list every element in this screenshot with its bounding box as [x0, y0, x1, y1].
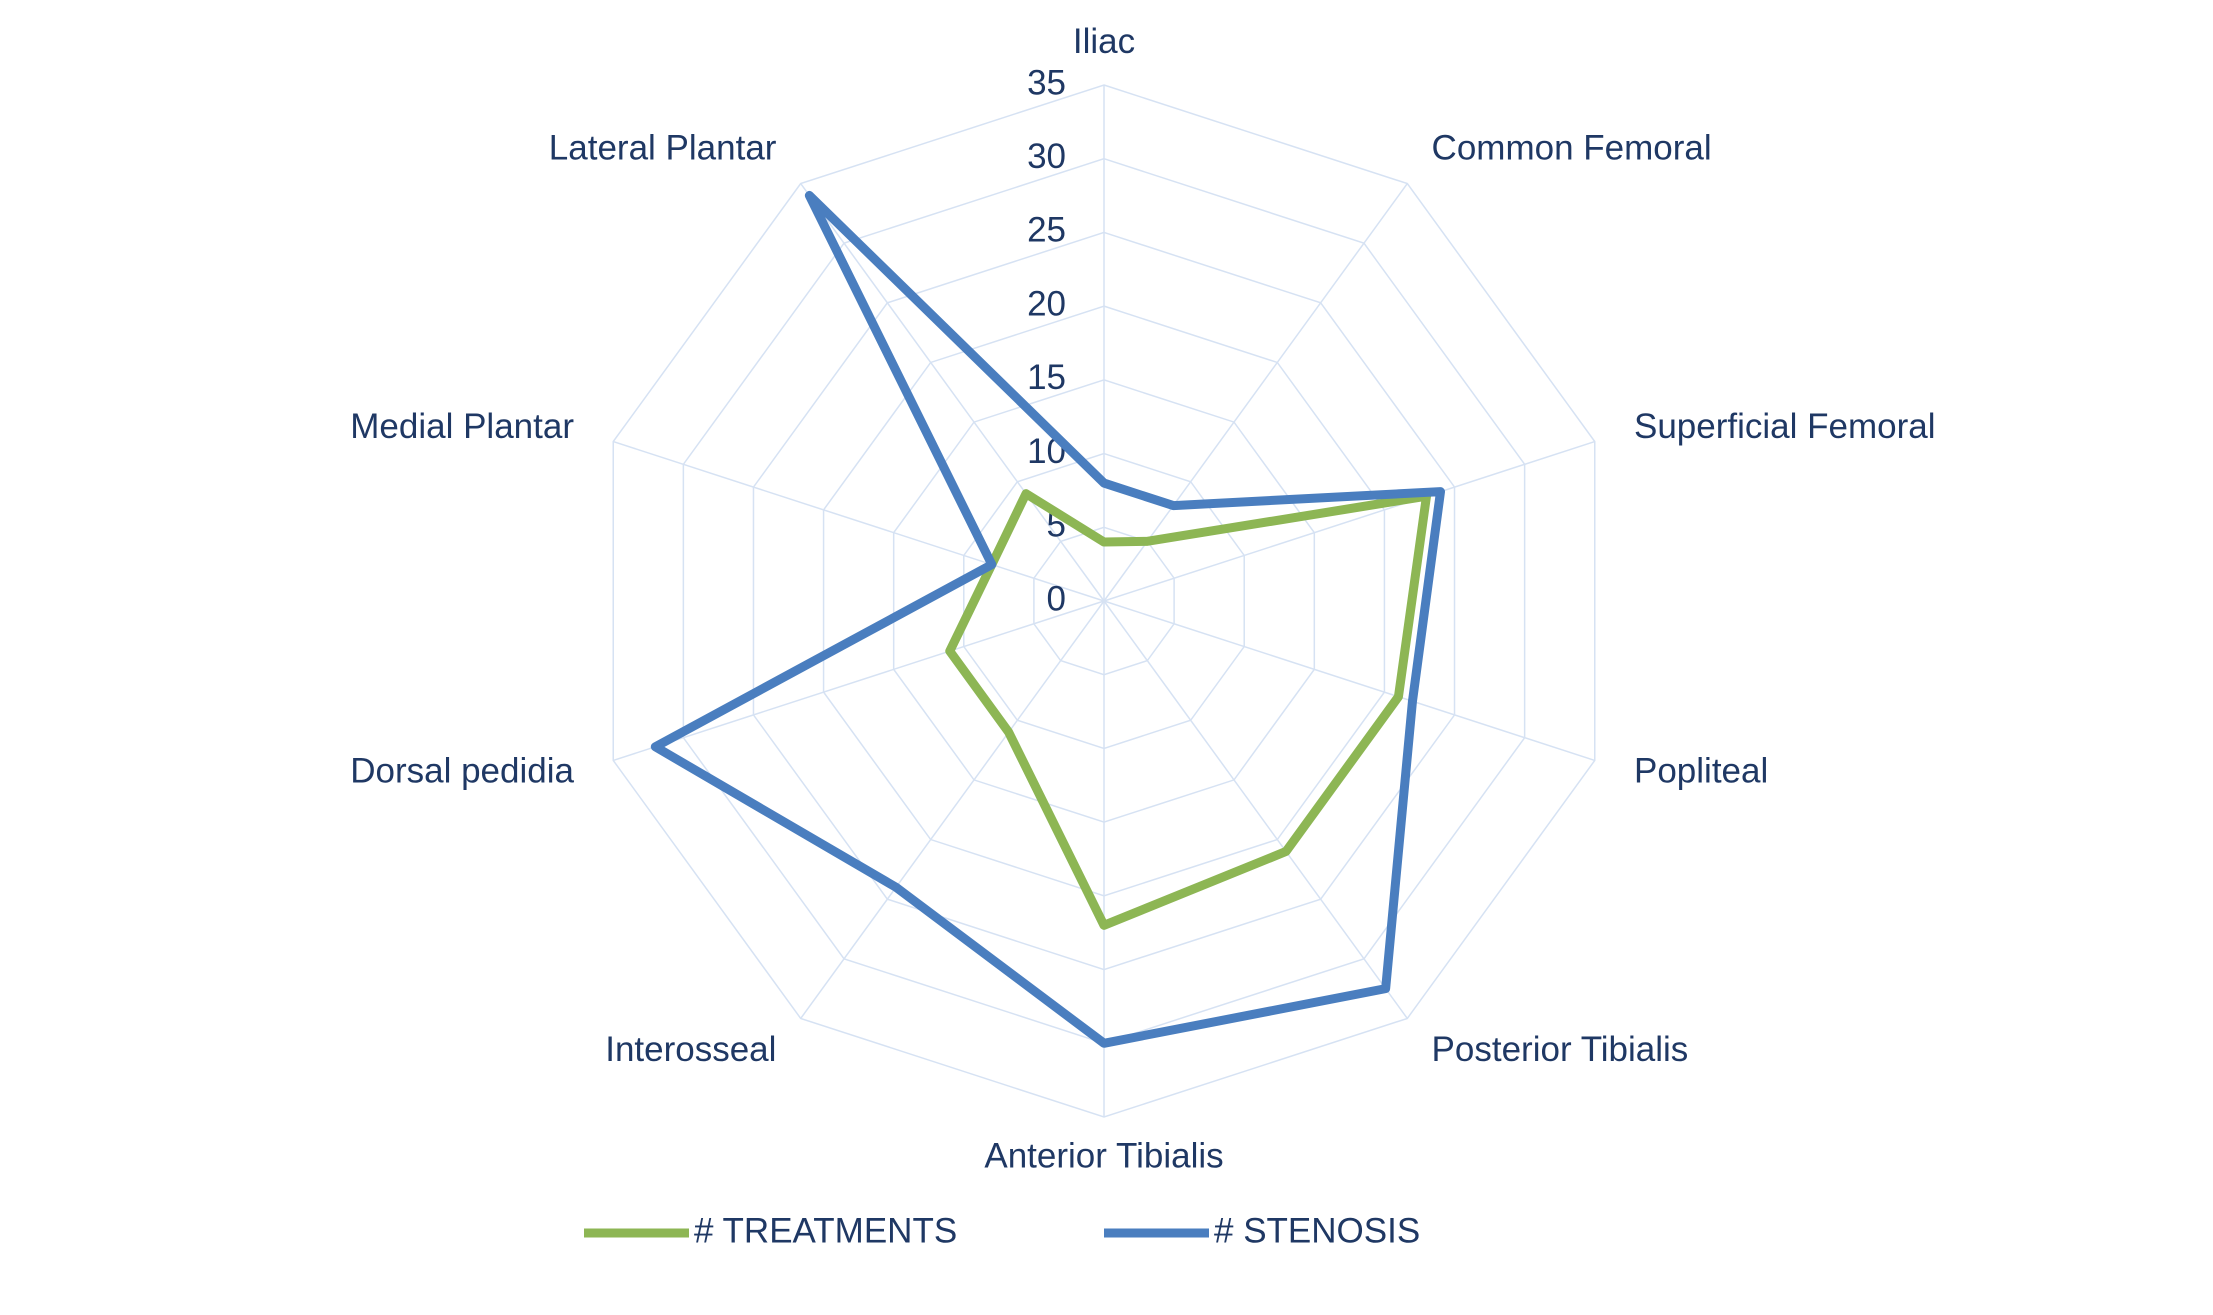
series-line [945, 489, 1431, 930]
series-line [650, 190, 1446, 1048]
spoke [613, 600, 1105, 762]
category-label: Dorsal pedidia [350, 751, 574, 790]
spoke [1103, 440, 1595, 602]
category-label: Anterior Tibialis [984, 1137, 1223, 1176]
grid-line [822, 305, 1386, 897]
category-label: Common Femoral [1432, 128, 1712, 167]
y-tick-label: 15 [1027, 358, 1066, 397]
grid-line [612, 84, 1596, 1118]
legend-label: # STENOSIS [1214, 1211, 1420, 1250]
grid-line [1033, 526, 1175, 676]
spoke [1103, 183, 1408, 602]
y-tick-label: 0 [1047, 579, 1066, 618]
category-label: Medial Plantar [350, 407, 574, 446]
grid-line [752, 231, 1456, 971]
legend-label: # TREATMENTS [694, 1211, 957, 1250]
spoke [1103, 600, 1408, 1019]
category-label: Iliac [1073, 22, 1135, 61]
y-tick-label: 25 [1027, 211, 1066, 250]
spoke [800, 600, 1105, 1019]
spoke [613, 440, 1105, 602]
category-label: Posterior Tibialis [1432, 1030, 1689, 1069]
y-tick-label: 20 [1027, 284, 1066, 323]
spoke [800, 183, 1105, 602]
y-tick-label: 35 [1027, 63, 1066, 102]
category-label: Interosseal [605, 1030, 776, 1069]
spoke [1103, 600, 1595, 762]
category-label: Lateral Plantar [549, 128, 777, 167]
y-tick-label: 30 [1027, 137, 1066, 176]
category-label: Superficial Femoral [1634, 407, 1936, 446]
category-label: Popliteal [1634, 751, 1768, 790]
